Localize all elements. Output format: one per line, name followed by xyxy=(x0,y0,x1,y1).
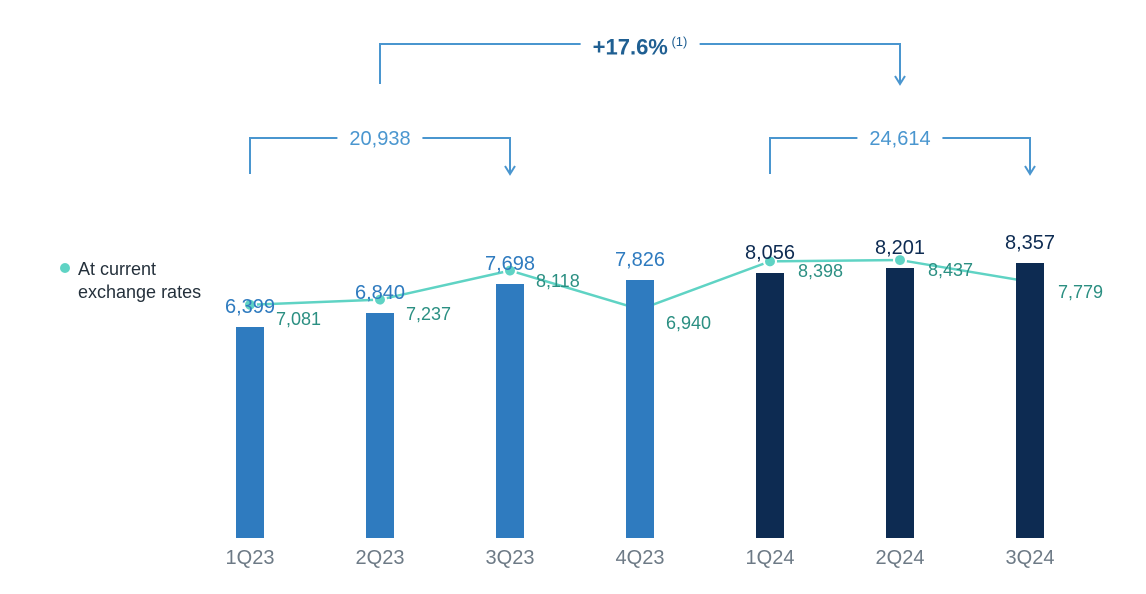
bracket-label: 24,614 xyxy=(857,128,942,151)
bar xyxy=(626,280,654,538)
bar-value-label: 6,399 xyxy=(225,296,275,319)
quarterly-chart: At current exchange rates 1Q23 6,399 2Q23 6… xyxy=(0,0,1146,594)
bar xyxy=(1016,263,1044,538)
x-axis-label: 4Q23 xyxy=(616,547,665,570)
bar xyxy=(756,273,784,538)
line-value-label: 6,940 xyxy=(666,313,711,334)
x-axis-label: 1Q24 xyxy=(746,547,795,570)
bar-value-label: 8,056 xyxy=(745,242,795,265)
line-value-label: 8,437 xyxy=(928,260,973,281)
bar-value-label: 7,698 xyxy=(485,253,535,276)
bracket-label-text: 24,614 xyxy=(869,128,930,150)
legend-marker-icon xyxy=(60,263,70,273)
bracket-label-superscript: (1) xyxy=(668,34,688,49)
bar-value-label: 8,357 xyxy=(1005,232,1055,255)
x-axis-label: 1Q23 xyxy=(226,547,275,570)
bracket-label-text: +17.6% xyxy=(593,34,668,59)
line-value-label: 7,779 xyxy=(1058,282,1103,303)
line-value-label: 8,118 xyxy=(536,271,580,292)
bar xyxy=(366,313,394,538)
bar xyxy=(886,268,914,538)
bracket-label: 20,938 xyxy=(337,128,422,151)
line-value-label: 7,237 xyxy=(406,304,451,325)
line-value-label: 7,081 xyxy=(276,309,321,330)
x-axis-label: 3Q23 xyxy=(486,547,535,570)
x-axis-label: 3Q24 xyxy=(1006,547,1055,570)
x-axis-label: 2Q23 xyxy=(356,547,405,570)
bar-value-label: 7,826 xyxy=(615,249,665,272)
bar-value-label: 6,840 xyxy=(355,282,405,305)
bar xyxy=(496,284,524,538)
legend-label: At current exchange rates xyxy=(78,258,208,303)
x-axis-label: 2Q24 xyxy=(876,547,925,570)
bracket-label-text: 20,938 xyxy=(349,128,410,150)
line-value-label: 8,398 xyxy=(798,261,843,282)
bar xyxy=(236,327,264,538)
bar-value-label: 8,201 xyxy=(875,237,925,260)
legend: At current exchange rates xyxy=(60,258,208,303)
bracket-label: +17.6% (1) xyxy=(581,34,700,60)
